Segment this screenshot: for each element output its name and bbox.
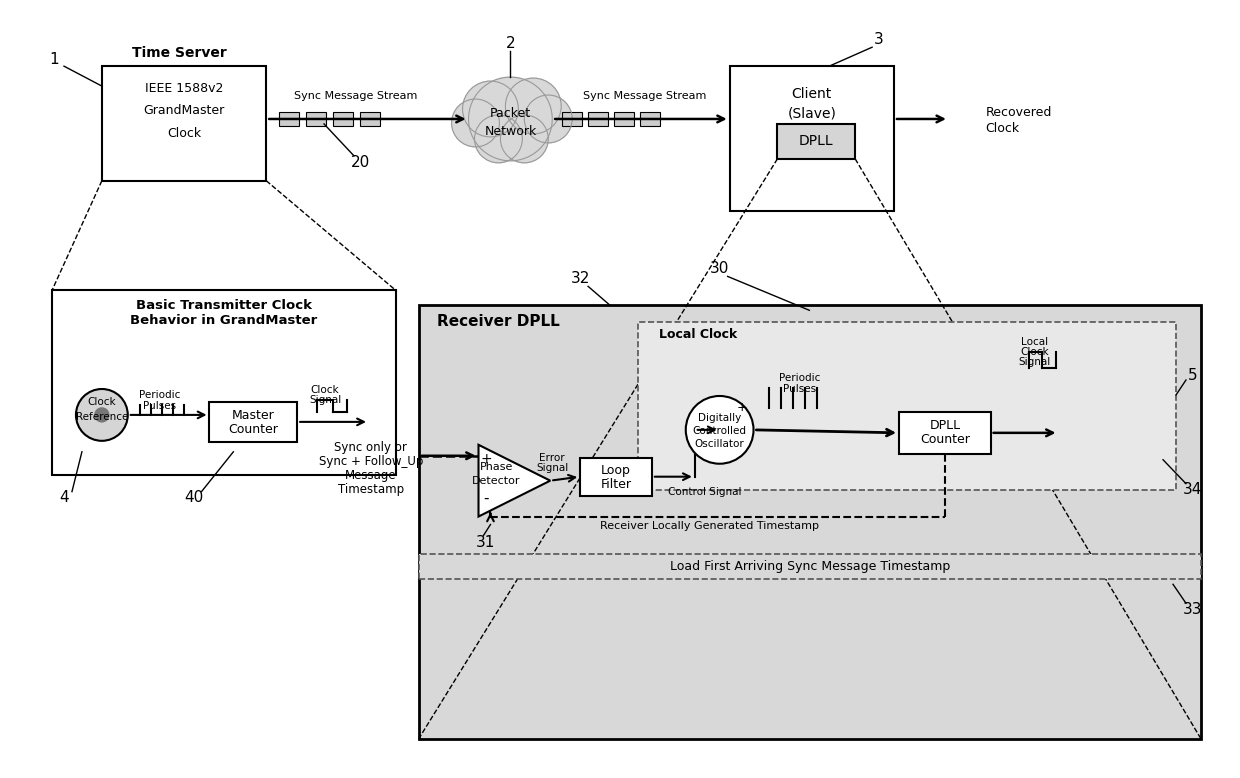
Circle shape <box>469 77 552 161</box>
Text: Sync only or: Sync only or <box>335 441 407 454</box>
Text: Counter: Counter <box>228 423 278 436</box>
Text: Local Clock: Local Clock <box>658 328 737 341</box>
Text: 4: 4 <box>60 490 68 505</box>
Text: Behavior in GrandMaster: Behavior in GrandMaster <box>130 314 317 327</box>
Circle shape <box>95 408 109 422</box>
Text: Packet: Packet <box>490 107 531 121</box>
Text: Control Signal: Control Signal <box>668 486 742 496</box>
FancyBboxPatch shape <box>306 112 326 126</box>
Text: Detector: Detector <box>472 475 521 485</box>
Text: 1: 1 <box>50 51 58 67</box>
Text: 32: 32 <box>570 271 590 286</box>
Text: Message: Message <box>345 469 397 482</box>
Text: Load First Arriving Sync Message Timestamp: Load First Arriving Sync Message Timesta… <box>670 560 950 573</box>
Circle shape <box>506 78 562 134</box>
Text: IEEE 1588v2: IEEE 1588v2 <box>145 82 223 95</box>
Text: Periodic: Periodic <box>779 373 820 383</box>
Text: 3: 3 <box>874 32 884 47</box>
Text: Clock: Clock <box>986 122 1019 135</box>
FancyBboxPatch shape <box>637 322 1176 489</box>
Circle shape <box>686 396 754 464</box>
Text: Periodic: Periodic <box>139 390 180 400</box>
Text: 30: 30 <box>711 261 729 276</box>
Text: 2: 2 <box>506 36 515 51</box>
Text: Signal: Signal <box>536 463 568 473</box>
Text: Timestamp: Timestamp <box>337 483 404 496</box>
Text: Phase: Phase <box>480 461 513 471</box>
Text: Clock: Clock <box>88 397 117 407</box>
Text: Digitally: Digitally <box>698 413 742 423</box>
Text: Loop: Loop <box>601 464 631 477</box>
Text: Error: Error <box>539 453 565 463</box>
Text: Filter: Filter <box>600 478 631 491</box>
Text: Signal: Signal <box>1018 357 1050 367</box>
FancyBboxPatch shape <box>729 66 894 211</box>
Polygon shape <box>479 445 551 517</box>
Text: DPLL: DPLL <box>799 135 833 149</box>
Text: Receiver DPLL: Receiver DPLL <box>436 314 559 329</box>
FancyBboxPatch shape <box>580 457 652 496</box>
FancyBboxPatch shape <box>562 112 582 126</box>
Text: Client: Client <box>791 87 832 101</box>
Text: Basic Transmitter Clock: Basic Transmitter Clock <box>136 299 312 312</box>
Text: Controlled: Controlled <box>693 426 746 436</box>
FancyBboxPatch shape <box>102 66 267 180</box>
Text: Network: Network <box>485 125 537 138</box>
FancyBboxPatch shape <box>52 290 396 475</box>
Circle shape <box>76 389 128 441</box>
Text: Clock: Clock <box>311 385 340 395</box>
FancyBboxPatch shape <box>279 112 299 126</box>
Circle shape <box>451 99 500 147</box>
FancyBboxPatch shape <box>777 124 856 159</box>
Text: 34: 34 <box>1183 482 1203 497</box>
Text: Clock: Clock <box>1021 347 1049 357</box>
Text: 5: 5 <box>1188 367 1198 383</box>
Text: -: - <box>484 491 490 506</box>
Text: DPLL: DPLL <box>929 419 961 433</box>
Circle shape <box>463 81 518 137</box>
Text: Receiver Locally Generated Timestamp: Receiver Locally Generated Timestamp <box>600 520 820 531</box>
Text: Recovered: Recovered <box>986 107 1052 120</box>
FancyBboxPatch shape <box>419 305 1200 739</box>
Text: (Slave): (Slave) <box>787 107 836 121</box>
FancyBboxPatch shape <box>899 412 991 454</box>
Text: Local: Local <box>1021 337 1048 347</box>
Text: Time Server: Time Server <box>131 46 227 60</box>
FancyBboxPatch shape <box>360 112 379 126</box>
FancyBboxPatch shape <box>588 112 608 126</box>
Text: Pulses: Pulses <box>782 384 816 394</box>
Text: 40: 40 <box>184 490 203 505</box>
Text: Sync + Follow_Up: Sync + Follow_Up <box>319 455 423 468</box>
Circle shape <box>501 115 548 163</box>
Text: Signal: Signal <box>309 395 341 405</box>
Text: +: + <box>481 452 492 466</box>
FancyBboxPatch shape <box>614 112 634 126</box>
FancyBboxPatch shape <box>640 112 660 126</box>
Text: Reference: Reference <box>76 412 128 422</box>
Circle shape <box>475 115 522 163</box>
Text: Oscillator: Oscillator <box>694 439 744 449</box>
Text: 20: 20 <box>351 156 371 170</box>
FancyBboxPatch shape <box>419 555 1200 580</box>
Text: Counter: Counter <box>920 433 970 447</box>
Circle shape <box>525 95 572 143</box>
Text: GrandMaster: GrandMaster <box>144 104 224 117</box>
Text: +: + <box>737 401 746 415</box>
Text: Pulses: Pulses <box>143 401 176 411</box>
FancyBboxPatch shape <box>334 112 353 126</box>
Text: Master: Master <box>232 409 275 422</box>
Text: Sync Message Stream: Sync Message Stream <box>583 91 707 101</box>
Text: 31: 31 <box>476 535 495 550</box>
FancyBboxPatch shape <box>210 402 298 442</box>
Text: Clock: Clock <box>167 128 201 140</box>
Text: 33: 33 <box>1183 601 1203 617</box>
Text: Sync Message Stream: Sync Message Stream <box>294 91 418 101</box>
